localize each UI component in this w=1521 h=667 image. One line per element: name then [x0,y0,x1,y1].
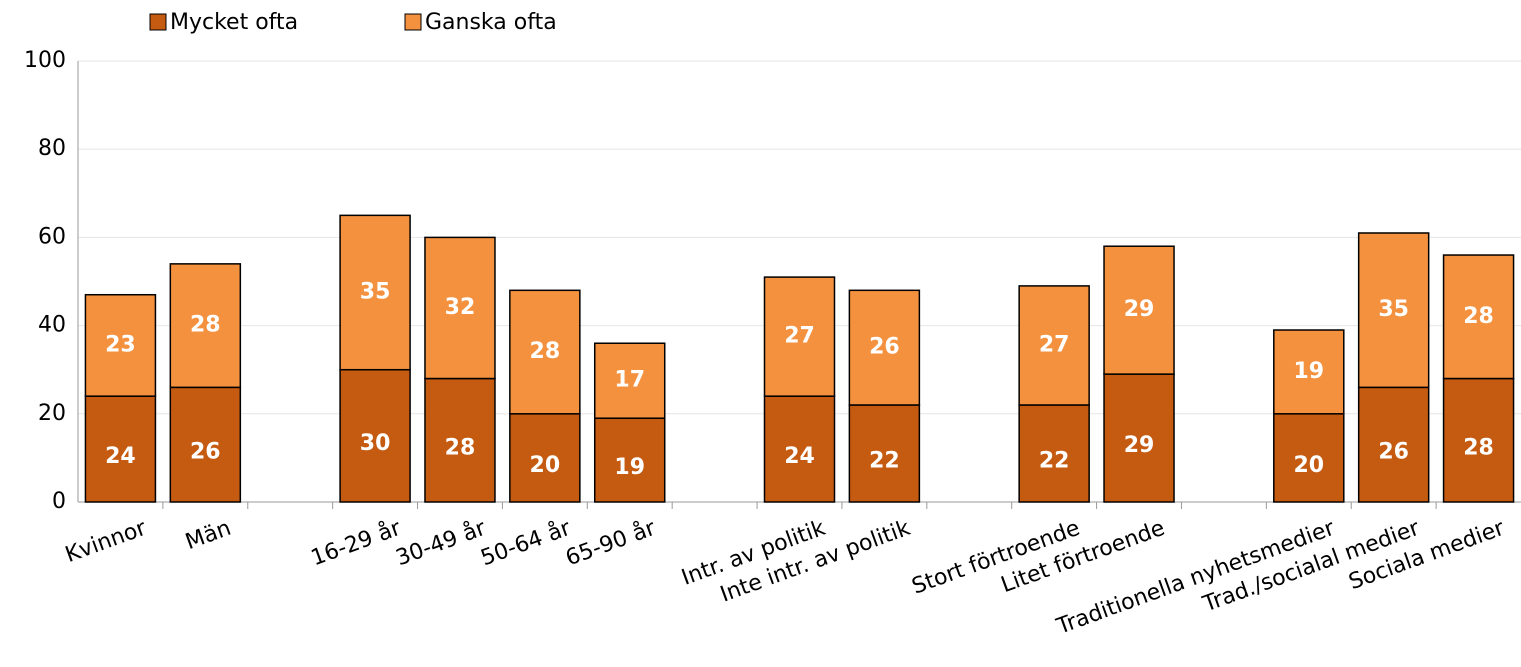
y-tick-label: 20 [38,401,66,426]
value-label: 28 [530,339,561,364]
legend-swatch [149,13,167,31]
value-label: 26 [1378,440,1409,465]
bar-segment [339,368,411,503]
value-label: 22 [869,448,900,473]
x-tick-label: 65-90 år [562,515,660,572]
bar-segment [1273,413,1345,503]
value-label: 27 [784,324,815,349]
value-label: 24 [784,444,815,469]
bar-segment [1103,245,1175,375]
bar-segment [424,236,496,380]
legend-label: Mycket ofta [170,10,298,35]
x-tick-label: Kvinnor [62,515,150,568]
bar-segment [509,289,581,415]
value-label: 29 [1124,433,1155,458]
x-tick-label: 30-49 år [392,515,490,572]
value-label: 29 [1124,297,1155,322]
bar-segment [339,214,411,371]
value-label: 28 [445,435,476,460]
value-label: 20 [530,453,561,478]
value-label: 27 [1039,332,1070,357]
bar-segment [1103,373,1175,503]
bar-segment [84,293,157,397]
x-tick-label: Män [182,516,234,555]
bar-segment [169,386,242,503]
y-tick-label: 0 [52,489,66,514]
value-label: 26 [190,440,221,465]
bar-segment [848,289,921,406]
bar-segment [763,276,836,397]
y-tick-label: 100 [24,48,66,73]
legend-swatch [404,13,422,31]
x-tick-label: 16-29 år [307,515,405,572]
x-tick-label: 50-64 år [477,515,575,572]
value-label: 26 [869,335,900,360]
y-tick-label: 60 [38,224,66,249]
legend-label: Ganska ofta [425,10,557,35]
value-label: 19 [1293,359,1324,384]
bar-segment [1357,232,1430,389]
value-label: 19 [614,455,645,480]
y-tick-label: 40 [38,313,66,338]
value-label: 24 [105,444,136,469]
bar-segment [1018,285,1090,406]
bar-segment [1273,329,1345,415]
value-label: 28 [1463,435,1494,460]
value-label: 23 [105,332,136,357]
bar-segment [509,413,581,503]
bar-segment [1018,404,1090,503]
bar-segment [763,395,836,503]
bar-segment [424,377,496,503]
value-label: 22 [1039,448,1070,473]
bar-segment [593,342,666,419]
value-label: 30 [360,431,391,456]
bar-segment [84,395,157,503]
value-label: 17 [614,368,645,393]
value-label: 32 [445,295,476,320]
y-tick-label: 80 [38,136,66,161]
bar-segment [1442,377,1515,503]
value-label: 28 [1463,304,1494,329]
value-label: 35 [360,280,391,305]
bar-segment [169,263,242,389]
bar-segment [1357,386,1430,503]
value-label: 28 [190,313,221,338]
bar-segment [1442,254,1515,380]
value-label: 20 [1293,453,1324,478]
value-label: 35 [1378,297,1409,322]
